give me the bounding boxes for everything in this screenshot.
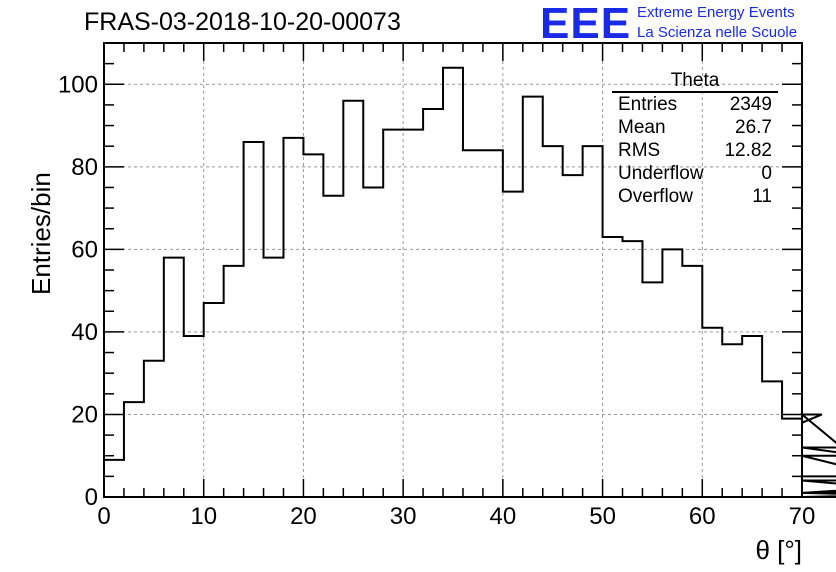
stats-label: Overflow — [618, 186, 693, 207]
y-tick-label: 0 — [85, 484, 98, 511]
y-axis-label: Entries/bin — [26, 172, 56, 295]
stats-value: 2349 — [729, 94, 772, 115]
x-tick-label: 50 — [589, 503, 616, 530]
y-axis-ticks: 0 20 40 60 80 100 — [58, 42, 802, 511]
x-tick-label: 0 — [97, 503, 110, 530]
logo-caption: Extreme Energy Events La Scienza nelle S… — [637, 3, 797, 43]
x-axis-label: θ [°] — [755, 535, 802, 565]
y-tick-label: 60 — [71, 236, 98, 263]
x-tick-label: 30 — [390, 503, 417, 530]
stats-label: Mean — [618, 117, 666, 138]
x-axis-ticks: 0 10 20 30 40 50 60 70 — [97, 43, 815, 530]
y-tick-label: 40 — [71, 319, 98, 346]
stats-row-rms: RMS 12.82 — [612, 139, 778, 162]
stats-label: Underflow — [618, 163, 704, 184]
x-tick-label: 20 — [290, 503, 317, 530]
stats-row-mean: Mean 26.7 — [612, 116, 778, 139]
eee-logo: EEE — [540, 0, 632, 48]
logo-line-2: La Scienza nelle Scuole — [637, 24, 798, 41]
x-tick-label: 70 — [789, 503, 816, 530]
stats-box: Theta Entries 2349 Mean 26.7 RMS 12.82 U… — [612, 71, 778, 208]
stats-label: Entries — [618, 94, 678, 115]
x-tick-label: 40 — [490, 503, 517, 530]
stats-value: 12.82 — [724, 140, 772, 161]
stats-label: RMS — [618, 140, 661, 161]
stats-row-underflow: Underflow 0 — [612, 162, 778, 185]
stats-row-overflow: Overflow 11 — [612, 185, 778, 208]
grid-lines — [104, 43, 802, 497]
x-tick-label: 60 — [689, 503, 716, 530]
stats-title: Theta — [612, 71, 778, 93]
y-tick-label: 20 — [71, 401, 98, 428]
stats-row-entries: Entries 2349 — [612, 93, 778, 116]
stats-value: 0 — [761, 163, 772, 184]
chart-title: FRAS-03-2018-10-20-00073 — [84, 8, 401, 36]
stats-value: 11 — [752, 186, 772, 207]
y-tick-label: 80 — [71, 154, 98, 181]
logo-line-1: Extreme Energy Events — [637, 4, 795, 21]
stats-value: 26.7 — [735, 117, 772, 138]
histogram-outline — [103, 66, 836, 498]
y-tick-label: 100 — [58, 71, 98, 98]
x-tick-label: 10 — [190, 503, 217, 530]
